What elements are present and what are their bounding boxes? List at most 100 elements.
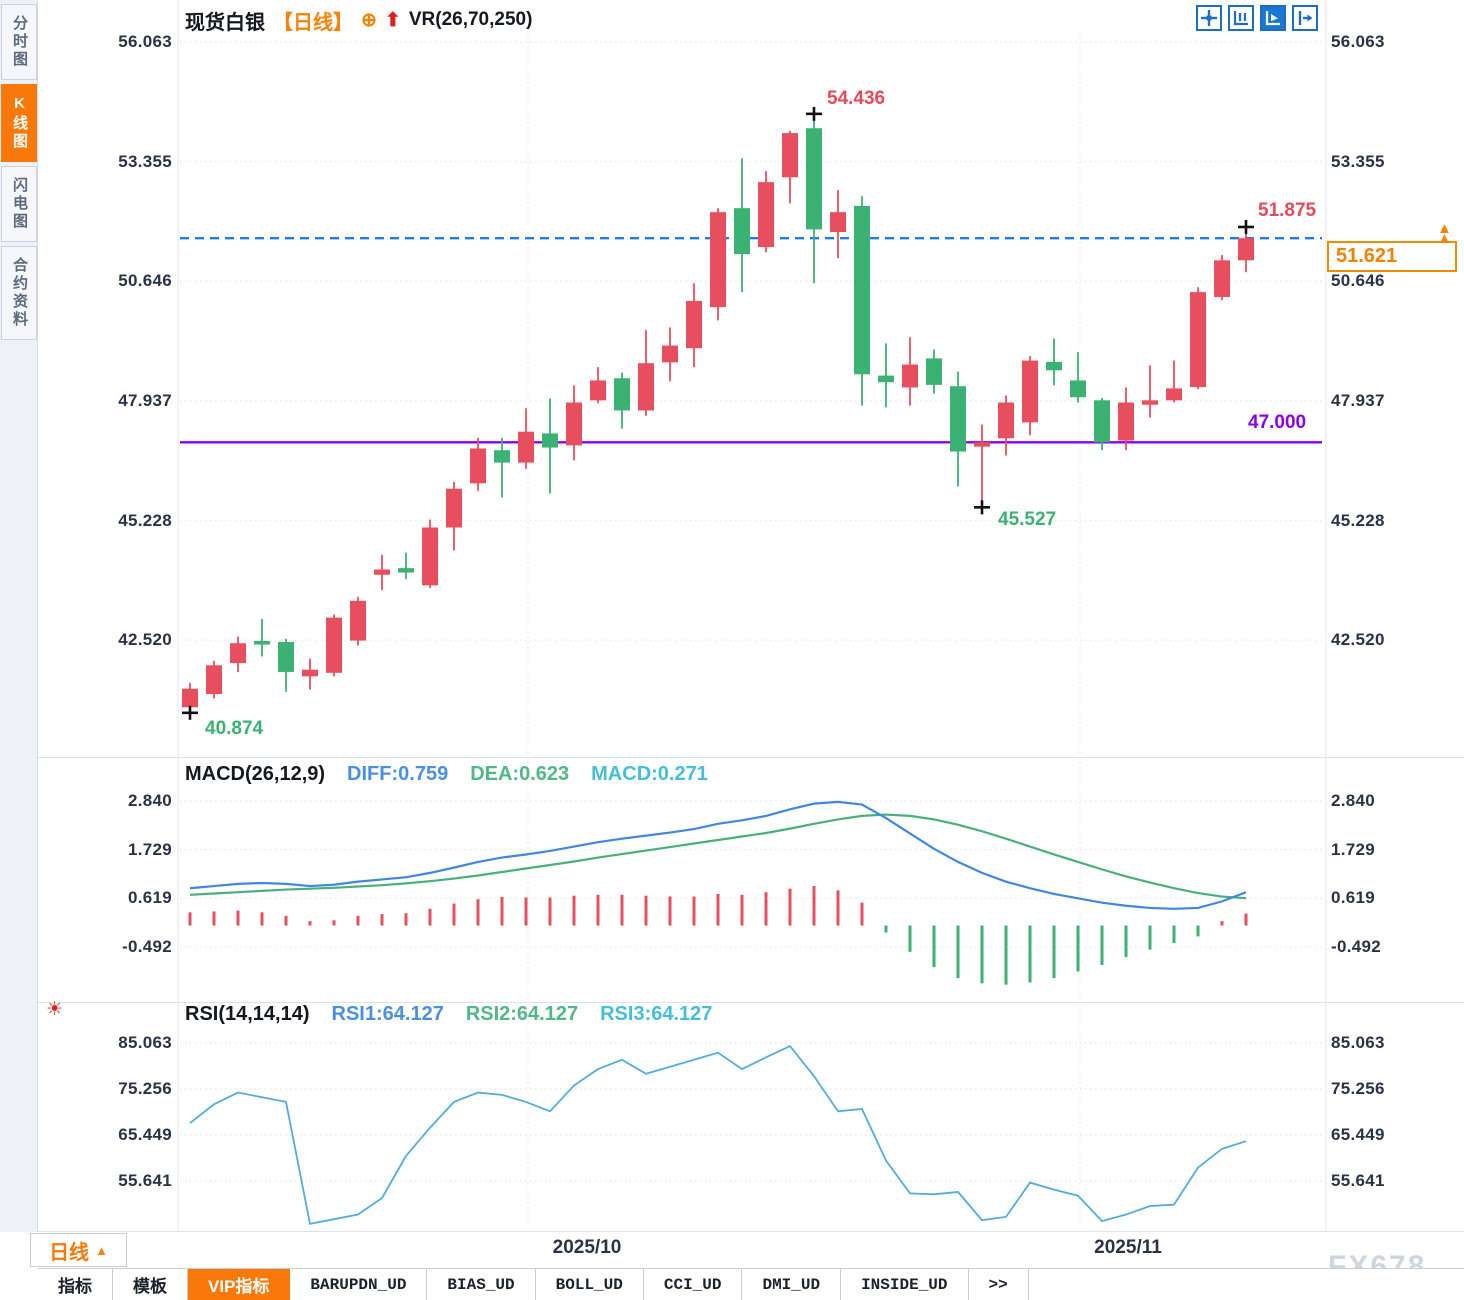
tab-barupdn-ud[interactable]: BARUPDN_UD <box>290 1269 428 1300</box>
tab-cci-ud[interactable]: CCI_UD <box>643 1269 743 1300</box>
sidebar: 分时图 K线图 闪电图 合约资料 <box>0 0 38 1232</box>
sidebar-item-contract-info[interactable]: 合约资料 <box>1 246 37 340</box>
macd-hist-bar <box>524 897 528 926</box>
tab-bias-ud[interactable]: BIAS_UD <box>427 1269 536 1300</box>
macd-hist-bar <box>788 888 792 926</box>
macd-hist-bar <box>1004 925 1008 985</box>
y-axis-label: 47.937 <box>118 390 172 410</box>
candle-body <box>326 617 342 673</box>
macd-value: MACD:0.271 <box>591 763 708 785</box>
tab-more[interactable]: >> <box>968 1269 1029 1300</box>
y-axis-label: 42.520 <box>118 630 172 650</box>
panel-divider <box>38 1002 1464 1003</box>
period-selector[interactable]: 日线 ▲ <box>30 1233 127 1267</box>
x-axis-label-november: 2025/11 <box>1094 1237 1162 1258</box>
period-selector-label: 日线 <box>49 1241 90 1264</box>
dea-line <box>189 813 1247 900</box>
candle-body <box>1214 260 1230 297</box>
x-axis-label-october: 2025/10 <box>552 1237 622 1258</box>
macd-hist-bar <box>308 921 312 926</box>
jump-to-latest-icon[interactable] <box>1292 5 1318 31</box>
high-price-annotation: 54.436 <box>827 88 886 109</box>
candle-body <box>518 431 534 463</box>
candle-body <box>1142 400 1158 405</box>
y-axis-label: 1.729 <box>127 839 172 859</box>
candle-body <box>422 527 438 586</box>
y-axis-label: 85.063 <box>118 1033 172 1052</box>
candle-body <box>902 364 918 388</box>
fit-y-axis-icon[interactable] <box>1228 5 1254 31</box>
macd-diff-value: DIFF:0.759 <box>347 763 449 785</box>
sidebar-item-flash-chart[interactable]: 闪电图 <box>1 166 37 242</box>
candle-body <box>182 688 198 708</box>
sidebar-item-candle-chart[interactable]: K线图 <box>1 84 37 162</box>
tab-indicators[interactable]: 指标 <box>38 1269 113 1300</box>
candle-body <box>374 569 390 575</box>
chart-toolbar <box>1196 5 1318 31</box>
tab-vip-indicators[interactable]: VIP指标 <box>188 1269 291 1300</box>
y-axis-label: 45.228 <box>1331 510 1385 530</box>
candle-body <box>926 358 942 385</box>
candle-body <box>398 568 414 573</box>
period-tag[interactable]: 【日线】 <box>273 11 353 34</box>
candle-body <box>974 442 990 447</box>
y-axis-label: 45.228 <box>118 510 172 530</box>
macd-hist-bar <box>764 892 768 926</box>
macd-hist-bar <box>1220 921 1224 926</box>
sidebar-item-timeline-chart[interactable]: 分时图 <box>1 4 37 80</box>
macd-hist-bar <box>980 925 984 984</box>
candle-body <box>206 665 222 695</box>
hot-indicator-icon[interactable]: ☀ <box>46 999 64 1020</box>
rsi3-value: RSI3:64.127 <box>600 1003 713 1025</box>
macd-hist-bar <box>404 913 408 926</box>
candle-body <box>806 128 822 230</box>
tab-templates[interactable]: 模板 <box>113 1269 188 1300</box>
macd-hist-bar <box>1100 925 1104 965</box>
tab-dmi-ud[interactable]: DMI_UD <box>742 1269 842 1300</box>
macd-hist-bar <box>740 894 744 926</box>
candle-body <box>278 641 294 672</box>
macd-hist-bar <box>284 915 288 926</box>
macd-hist-bar <box>428 908 432 926</box>
y-axis-label: 75.256 <box>1331 1079 1385 1098</box>
candle-body <box>566 402 582 446</box>
macd-hist-bar <box>1244 913 1248 926</box>
candle-body <box>494 450 510 463</box>
y-axis-label: 65.449 <box>1331 1125 1385 1144</box>
y-axis-label: 56.063 <box>1331 32 1385 51</box>
chart-header: 现货白银 【日线】 ⊕ ⬆ VR(26,70,250) <box>185 6 532 34</box>
tab-inside-ud[interactable]: INSIDE_UD <box>841 1269 969 1300</box>
macd-hist-bar <box>548 897 552 926</box>
candle-body <box>878 375 894 383</box>
y-axis-label: 0.619 <box>1331 888 1376 908</box>
macd-hist-bar <box>572 895 576 926</box>
pan-crosshair-icon[interactable] <box>1196 5 1222 31</box>
diff-line <box>189 800 1247 910</box>
candle-body <box>734 208 750 255</box>
macd-hist-bar <box>596 894 600 926</box>
candle-body <box>686 300 702 349</box>
macd-header: MACD(26,12,9) DIFF:0.759 DEA:0.623 MACD:… <box>185 763 708 786</box>
macd-hist-bar <box>380 914 384 926</box>
candle-body <box>1070 380 1086 398</box>
macd-hist-bar <box>812 886 816 926</box>
macd-hist-bar <box>956 925 960 979</box>
tab-boll-ud[interactable]: BOLL_UD <box>535 1269 644 1300</box>
macd-hist-bar <box>1124 925 1128 958</box>
macd-hist-bar <box>644 895 648 926</box>
macd-hist-bar <box>620 894 624 926</box>
macd-hist-bar <box>1148 925 1152 950</box>
y-axis-label: 50.646 <box>1331 271 1385 291</box>
auto-scale-icon[interactable] <box>1260 5 1286 31</box>
candle-body <box>470 448 486 484</box>
y-axis-label: 1.729 <box>1331 839 1376 859</box>
candle-body <box>446 488 462 528</box>
overlay-indicator-label: VR(26,70,250) <box>408 9 533 30</box>
y-axis-label: 47.937 <box>1331 390 1385 410</box>
candle-body <box>758 182 774 248</box>
candle-body <box>950 386 966 452</box>
target-icon[interactable]: ⊕ <box>361 9 377 31</box>
latest-price-arrow-icon[interactable]: ▲ ▲ <box>1437 220 1452 247</box>
